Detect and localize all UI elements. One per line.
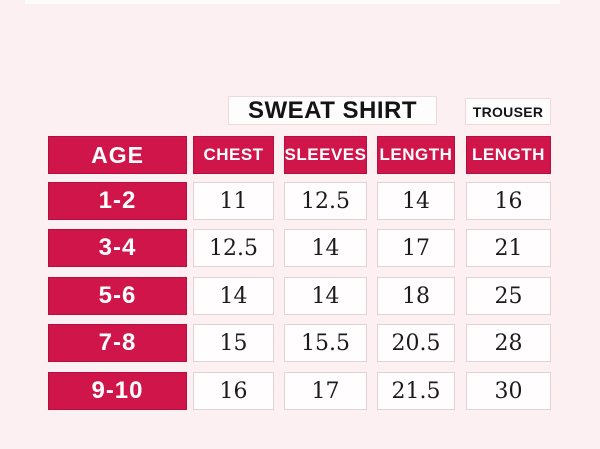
- value-cell: 12.5: [193, 229, 274, 267]
- value-cell: 21: [466, 229, 551, 267]
- header-cell-age: AGE: [48, 136, 187, 174]
- value-cell: 16: [466, 182, 551, 220]
- value-cell: 21.5: [377, 372, 455, 410]
- age-cell: 5-6: [48, 277, 187, 315]
- age-cell: 3-4: [48, 229, 187, 267]
- value-cell: 30: [466, 372, 551, 410]
- value-cell: 15.5: [284, 324, 367, 362]
- value-cell: 14: [284, 229, 367, 267]
- trouser-title-box: TROUSER: [465, 98, 551, 125]
- top-edge-strip: [25, 0, 560, 4]
- value-cell: 12.5: [284, 182, 367, 220]
- sweatshirt-title-box: SWEAT SHIRT: [228, 96, 437, 125]
- value-cell: 16: [193, 372, 274, 410]
- header-cell-length-sweatshirt: LENGTH: [377, 136, 455, 174]
- value-cell: 28: [466, 324, 551, 362]
- value-cell: 14: [284, 277, 367, 315]
- value-cell: 20.5: [377, 324, 455, 362]
- header-cell-chest: CHEST: [193, 136, 274, 174]
- value-cell: 14: [193, 277, 274, 315]
- value-cell: 18: [377, 277, 455, 315]
- value-cell: 14: [377, 182, 455, 220]
- header-cell-length-trouser: LENGTH: [466, 136, 551, 174]
- value-cell: 25: [466, 277, 551, 315]
- sweatshirt-title: SWEAT SHIRT: [247, 96, 418, 124]
- value-cell: 17: [377, 229, 455, 267]
- header-cell-sleeves: SLEEVES: [284, 136, 367, 174]
- age-cell: 9-10: [48, 372, 187, 410]
- value-cell: 17: [284, 372, 367, 410]
- value-cell: 15: [193, 324, 274, 362]
- age-cell: 7-8: [48, 324, 187, 362]
- age-cell: 1-2: [48, 182, 187, 220]
- trouser-title: TROUSER: [472, 103, 544, 120]
- value-cell: 11: [193, 182, 274, 220]
